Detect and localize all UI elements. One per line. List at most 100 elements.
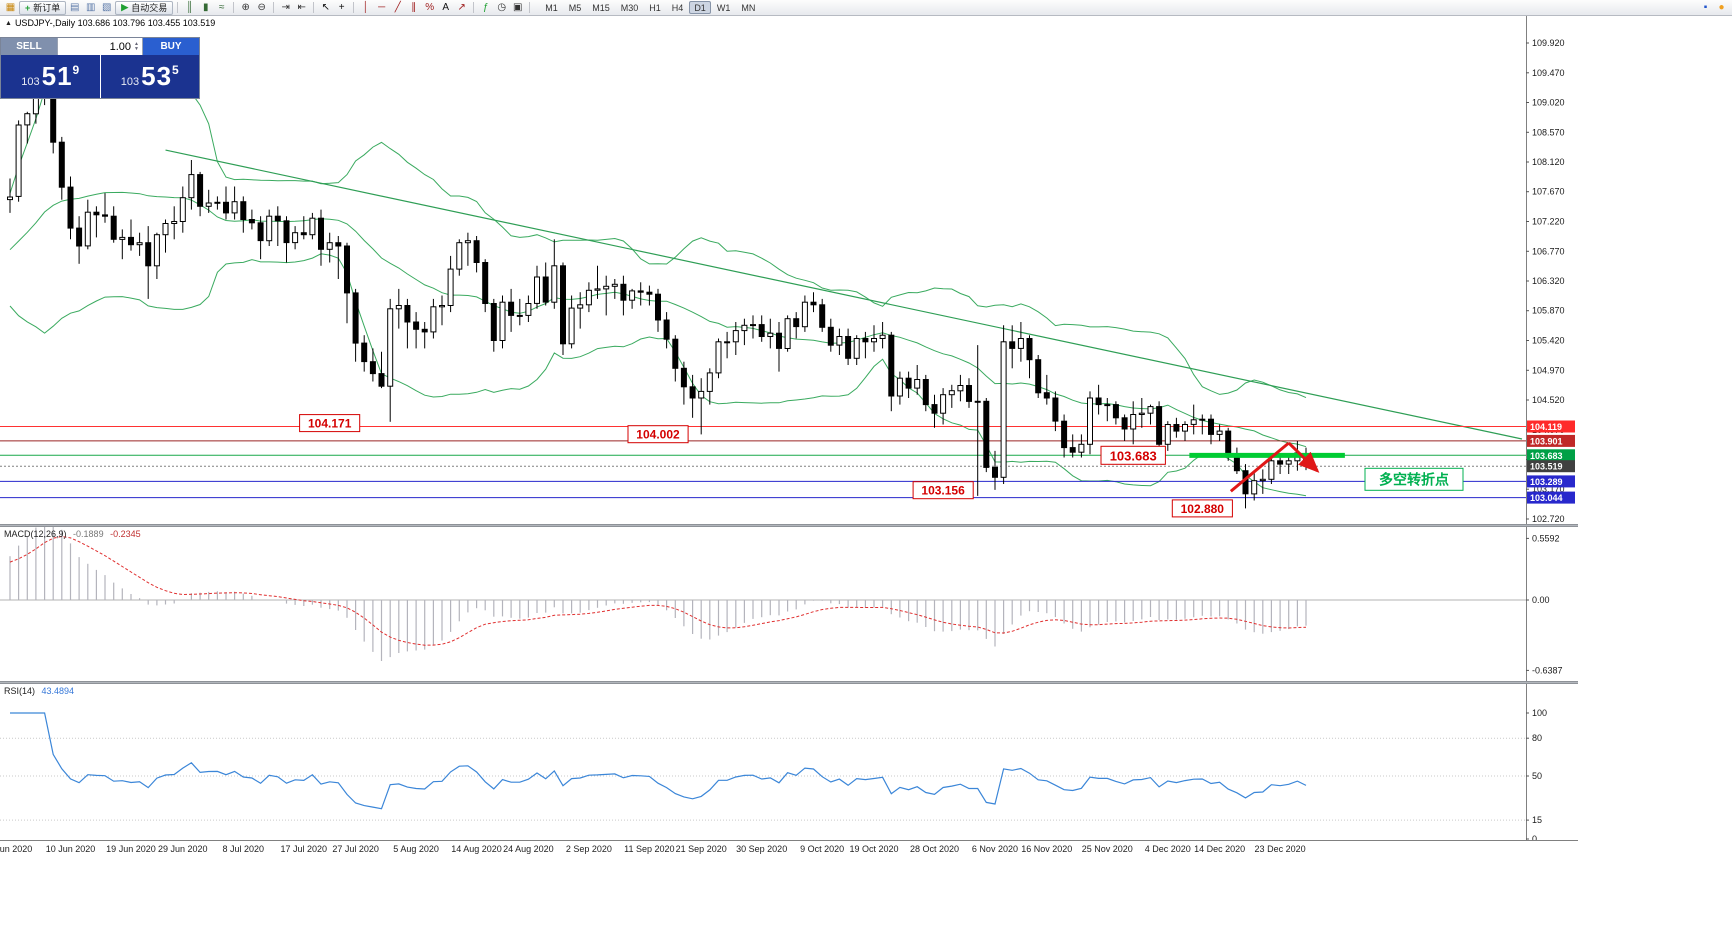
svg-text:104.119: 104.119 bbox=[1530, 422, 1562, 432]
macd-panel[interactable]: 0.5592 0.00 -0.6387 bbox=[0, 527, 1578, 681]
date-label: 29 Jun 2020 bbox=[158, 844, 208, 854]
timeframe-h1[interactable]: H1 bbox=[644, 1, 666, 14]
svg-text:0.5592: 0.5592 bbox=[1532, 533, 1560, 543]
svg-text:102.720: 102.720 bbox=[1532, 514, 1565, 524]
price-label-box bbox=[1100, 445, 1166, 465]
horizontal-lines[interactable] bbox=[0, 426, 1526, 499]
macd-axis-labels: 0.5592 0.00 -0.6387 bbox=[1526, 533, 1563, 675]
crosshair-icon[interactable]: + bbox=[338, 2, 345, 13]
candles-chart-icon[interactable]: ▮ bbox=[202, 2, 209, 13]
timeframe-m5[interactable]: M5 bbox=[564, 1, 587, 14]
date-label: 23 Dec 2020 bbox=[1254, 844, 1306, 854]
fibonacci-icon[interactable]: % bbox=[425, 2, 435, 13]
volume-spinner[interactable]: ▲ ▼ bbox=[134, 40, 139, 52]
zoom-out-icon[interactable]: ⊖ bbox=[257, 2, 266, 13]
price-text-labels[interactable]: 104.171 104.002 103.683 103.156 102.880 bbox=[299, 414, 1233, 518]
timeframe-m30[interactable]: M30 bbox=[616, 1, 644, 14]
svg-text:103.170: 103.170 bbox=[1532, 484, 1565, 494]
date-label: 19 Jun 2020 bbox=[106, 844, 156, 854]
ask-pip: 5 bbox=[172, 62, 179, 77]
template-icon[interactable]: ▣ bbox=[512, 2, 523, 13]
chart-title-text: USDJPY-,Daily 103.686 103.796 103.455 10… bbox=[14, 18, 216, 28]
zoom-in-icon[interactable]: ⊕ bbox=[241, 2, 250, 13]
svg-text:106.770: 106.770 bbox=[1532, 246, 1565, 256]
new-order-button[interactable]: + 新订单 bbox=[19, 0, 67, 15]
timeframe-mn[interactable]: MN bbox=[736, 1, 760, 14]
svg-text:104.520: 104.520 bbox=[1532, 395, 1565, 405]
svg-text:104.002: 104.002 bbox=[636, 428, 680, 442]
main-price-chart[interactable]: 104.171 104.002 103.683 103.156 102.880 多空转折点… bbox=[0, 16, 1578, 524]
bars-chart-icon[interactable]: ║ bbox=[186, 2, 194, 13]
toolbar-separator bbox=[273, 2, 275, 13]
chart-shift-icon[interactable]: ⇤ bbox=[297, 2, 306, 13]
date-label: 8 Jul 2020 bbox=[222, 844, 265, 854]
price-label-box bbox=[912, 481, 974, 500]
line-chart-icon[interactable]: ≈ bbox=[218, 2, 225, 13]
price-label-box bbox=[299, 414, 361, 433]
periods-icon[interactable]: ◷ bbox=[497, 2, 507, 13]
buy-price-box[interactable]: 103 53 5 bbox=[100, 55, 199, 98]
sell-price-box[interactable]: 103 51 9 bbox=[1, 55, 100, 98]
trend-arrow[interactable] bbox=[1229, 441, 1290, 493]
date-label: 17 Jul 2020 bbox=[280, 844, 328, 854]
cursor-icon[interactable]: ↖ bbox=[321, 2, 330, 13]
svg-text:103.683: 103.683 bbox=[1530, 451, 1563, 461]
toolbar-separator bbox=[353, 2, 355, 13]
macd-signal-value: -0.2345 bbox=[110, 529, 141, 539]
svg-text:108.570: 108.570 bbox=[1532, 127, 1565, 137]
svg-text:108.120: 108.120 bbox=[1532, 157, 1565, 167]
market-watch-icon[interactable]: ▥ bbox=[86, 2, 96, 13]
equidistant-channel-icon[interactable]: ∥ bbox=[411, 2, 417, 13]
spin-up-icon[interactable]: ▲ bbox=[134, 40, 139, 47]
autotrading-button-icon: ▶ bbox=[121, 2, 129, 12]
indicators-icon[interactable]: ƒ bbox=[482, 2, 489, 13]
volume-input[interactable]: 1.00 ▲ ▼ bbox=[57, 38, 143, 55]
vertical-line-icon[interactable]: │ bbox=[362, 2, 369, 13]
svg-text:103.156: 103.156 bbox=[921, 484, 965, 498]
timeframe-d1[interactable]: D1 bbox=[689, 1, 711, 14]
auto-scroll-icon[interactable]: ⇥ bbox=[281, 2, 290, 13]
macd-histogram bbox=[9, 527, 1307, 661]
autotrading-button[interactable]: ▶ 自动交易 bbox=[115, 0, 174, 15]
navigator-icon[interactable]: ▧ bbox=[102, 2, 112, 13]
timeframe-h4[interactable]: H4 bbox=[667, 1, 689, 14]
date-label: 6 Nov 2020 bbox=[971, 844, 1018, 854]
status-icon[interactable]: ● bbox=[1718, 2, 1725, 13]
panel-splitter[interactable] bbox=[0, 524, 1578, 527]
macd-label: MACD(12,26,9) -0.1889 -0.2345 bbox=[4, 529, 141, 539]
date-label: 9 Oct 2020 bbox=[800, 844, 845, 854]
horizontal-line-icon[interactable]: ─ bbox=[378, 2, 386, 13]
svg-text:106.320: 106.320 bbox=[1532, 276, 1565, 286]
date-label: 19 Oct 2020 bbox=[849, 844, 899, 854]
chart-profiles-icon[interactable]: ▤ bbox=[70, 2, 80, 13]
svg-text:104.171: 104.171 bbox=[308, 417, 352, 431]
trend-arrow[interactable] bbox=[1287, 441, 1320, 473]
community-icon[interactable]: ▪ bbox=[1703, 2, 1708, 13]
date-label: 14 Aug 2020 bbox=[451, 844, 502, 854]
svg-text:109.020: 109.020 bbox=[1532, 98, 1565, 108]
descending-trendline[interactable] bbox=[165, 149, 1523, 440]
svg-text:102.880: 102.880 bbox=[1181, 502, 1225, 516]
rsi-panel[interactable]: 100 80 50 15 0 bbox=[0, 684, 1578, 840]
date-label: 14 Dec 2020 bbox=[1194, 844, 1246, 854]
chart-title: ▲ USDJPY-,Daily 103.686 103.796 103.455 … bbox=[5, 18, 215, 28]
new-order-button-label: 新订单 bbox=[33, 3, 61, 13]
text-label-icon[interactable]: A bbox=[442, 2, 450, 13]
chart-window: 104.171 104.002 103.683 103.156 102.880 多空转折点… bbox=[0, 16, 1732, 939]
buy-button[interactable]: BUY bbox=[143, 38, 199, 55]
timeframe-w1[interactable]: W1 bbox=[712, 1, 736, 14]
date-label: 28 Oct 2020 bbox=[909, 844, 959, 854]
new-chart-icon[interactable]: ▦ bbox=[5, 2, 16, 13]
timeframe-m15[interactable]: M15 bbox=[587, 1, 615, 14]
date-label: 2 Sep 2020 bbox=[565, 844, 612, 854]
timeframe-m1[interactable]: M1 bbox=[540, 1, 563, 14]
annotation-box[interactable] bbox=[1364, 467, 1464, 491]
sell-button[interactable]: SELL bbox=[1, 38, 57, 55]
arrow-object-icon[interactable]: ↗ bbox=[457, 2, 466, 13]
macd-signal-line bbox=[9, 535, 1307, 646]
panel-splitter[interactable] bbox=[0, 681, 1578, 684]
spin-down-icon[interactable]: ▼ bbox=[134, 45, 139, 52]
trendline-icon[interactable]: ╱ bbox=[394, 2, 401, 13]
